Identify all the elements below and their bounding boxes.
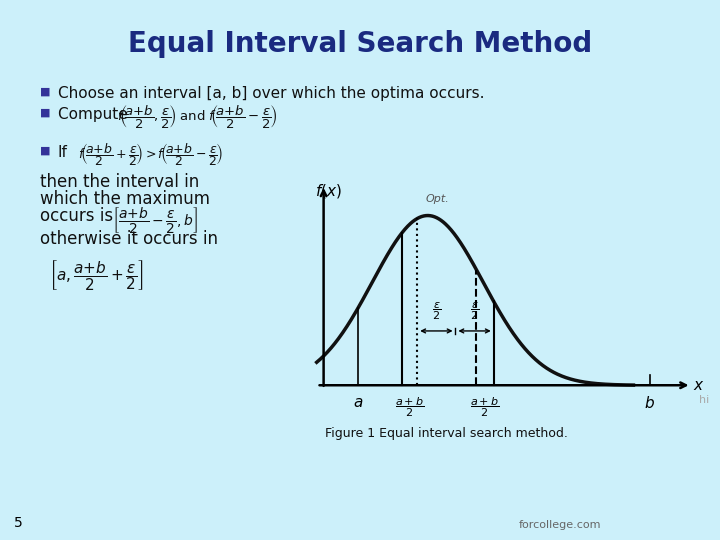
Text: $\dfrac{a+b}{2}$: $\dfrac{a+b}{2}$	[470, 395, 500, 419]
Text: $\left[\dfrac{a{+}b}{2}-\dfrac{\varepsilon}{2},b\right]$: $\left[\dfrac{a{+}b}{2}-\dfrac{\varepsil…	[112, 205, 198, 235]
Text: otherwise it occurs in: otherwise it occurs in	[40, 230, 217, 247]
Text: Compute: Compute	[58, 107, 132, 122]
Text: occurs is: occurs is	[40, 207, 113, 225]
Text: $f\!\left(\!\dfrac{a{+}b}{2},\dfrac{\varepsilon}{2}\!\right)$$\;\mathrm{and}\;$$: $f\!\left(\!\dfrac{a{+}b}{2},\dfrac{\var…	[117, 104, 277, 131]
Text: Equal Interval Search Method: Equal Interval Search Method	[128, 30, 592, 58]
Text: $a$: $a$	[353, 395, 364, 410]
Text: $f\!\left(\!\dfrac{a{+}b}{2}+\dfrac{\varepsilon}{2}\!\right)>f\!\left(\!\dfrac{a: $f\!\left(\!\dfrac{a{+}b}{2}+\dfrac{\var…	[78, 141, 222, 168]
Text: which the maximum: which the maximum	[40, 190, 210, 208]
Text: $x$: $x$	[693, 378, 705, 393]
Text: $b$: $b$	[644, 395, 655, 411]
Text: forcollege.com: forcollege.com	[518, 520, 601, 530]
Text: 5: 5	[14, 516, 23, 530]
Text: ■: ■	[40, 146, 50, 156]
Text: hi: hi	[699, 395, 709, 405]
Text: $f(x)$: $f(x)$	[315, 181, 342, 200]
Text: $\dfrac{\varepsilon}{2}$: $\dfrac{\varepsilon}{2}$	[432, 301, 441, 322]
Text: $\left[a,\dfrac{a{+}b}{2}+\dfrac{\varepsilon}{2}\right]$: $\left[a,\dfrac{a{+}b}{2}+\dfrac{\vareps…	[49, 258, 143, 292]
Text: ■: ■	[40, 108, 50, 118]
Text: Figure 1 Equal interval search method.: Figure 1 Equal interval search method.	[325, 427, 568, 440]
Text: Opt.: Opt.	[426, 194, 450, 204]
Text: ■: ■	[40, 86, 50, 97]
Text: If: If	[58, 145, 68, 160]
Text: $\dfrac{\varepsilon}{2}$: $\dfrac{\varepsilon}{2}$	[470, 301, 479, 322]
Text: then the interval in: then the interval in	[40, 173, 199, 191]
Text: $\dfrac{a+b}{2}$: $\dfrac{a+b}{2}$	[395, 395, 424, 419]
Text: Choose an interval [a, b] over which the optima occurs.: Choose an interval [a, b] over which the…	[58, 86, 484, 102]
